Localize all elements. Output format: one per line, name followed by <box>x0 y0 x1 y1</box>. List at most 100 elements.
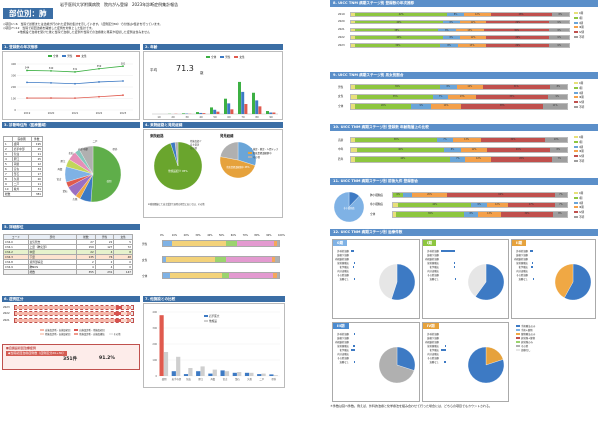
bar-segment: 8% <box>446 13 465 16</box>
footer-note: ＊件数は延べ件数。例えば、外科的治療と化学療法を組み合わせて行った場合には、どち… <box>330 404 493 408</box>
row-label: 内分泌療法 <box>337 353 349 356</box>
bar <box>269 112 273 114</box>
legend-item: II期 <box>574 91 584 97</box>
bar <box>244 372 250 376</box>
legend-text: II期 <box>579 21 584 25</box>
y-tick-label: 100 <box>152 359 157 362</box>
table-row: その他治療 <box>334 273 355 277</box>
bar-segment: 7% <box>551 157 567 162</box>
legend-item: 女性 <box>234 55 245 59</box>
legend: 全体 男性 女性 <box>206 55 245 59</box>
legend-item: I期 <box>574 16 584 22</box>
bar-segment: 7% <box>450 157 466 162</box>
table-row: 鏡視下治療 <box>424 336 447 340</box>
x-tick-label: 県外 <box>272 377 277 381</box>
legend-item: II期 <box>574 21 584 27</box>
bar <box>208 373 213 376</box>
bar <box>202 113 206 114</box>
legend-swatch <box>516 333 520 335</box>
header-note: ◇項目1～6 当院で診断または治療が行われた症例の集計を示しています。（症例区分… <box>3 22 163 26</box>
legend-text: 他施設診断・自施設継続 <box>79 333 105 337</box>
bar-segment: 28% <box>491 157 552 162</box>
pie-slice <box>564 263 592 301</box>
stage-label: I期 <box>423 240 436 246</box>
row-label: 内視鏡的治療 <box>514 258 528 261</box>
stacked-bar: 40% 8% 12% 29% 9% <box>350 19 570 25</box>
legend-swatch <box>574 145 578 148</box>
legend-swatch <box>574 192 578 194</box>
legend-swatch <box>574 136 578 138</box>
legend-swatch <box>574 31 578 34</box>
legend: 岩手医大 他施設 <box>204 314 219 323</box>
bar-cell <box>529 261 534 265</box>
x-tick-label: 50 <box>213 115 217 119</box>
bar-segment <box>351 44 356 47</box>
bar-segment <box>121 318 128 322</box>
stacked-bar: 6% 20% 62% 7% <box>392 192 568 199</box>
pie-slice <box>378 263 398 300</box>
x-tick-label: 70 <box>241 115 245 119</box>
legend-swatch <box>516 329 520 331</box>
table-row: 化学療法 <box>513 265 534 269</box>
axis-tick: 30% <box>195 234 201 237</box>
section-title: 6. 症例区分 <box>2 296 140 302</box>
bar-segment: 38% <box>461 104 544 109</box>
bar-segment <box>15 318 116 322</box>
row-label: 鏡視下治療 <box>337 337 349 340</box>
data-point <box>122 80 124 82</box>
bar <box>196 371 201 376</box>
bar-segment: 9% <box>549 36 569 39</box>
bar <box>529 249 533 252</box>
row-label: 外科的治療 <box>427 250 439 253</box>
row-label: 外科的治療 <box>337 333 349 336</box>
legend-item: 放射線+薬物 <box>516 337 535 341</box>
stage-label: 0期 <box>333 240 348 246</box>
bar-segment: 8% <box>442 20 460 24</box>
row-label: 放射線療法 <box>516 262 528 265</box>
data-point <box>50 81 52 84</box>
bar <box>353 261 355 264</box>
y-tick-label: 0 <box>14 108 16 112</box>
row-label: その他治療 <box>427 357 439 360</box>
bar <box>224 371 230 376</box>
legend-item: 薬物療法のみ <box>516 333 535 337</box>
row-label: 鏡視下治療 <box>427 254 439 257</box>
axis-tick: 0% <box>160 234 164 237</box>
table-row: 治療なし <box>424 360 447 364</box>
table-row: 化学療法 <box>424 265 456 269</box>
bar-cell <box>440 360 447 364</box>
stacked-bar: 38% 8% 13% 30% 9% <box>350 27 570 33</box>
stacked-bar <box>14 305 134 310</box>
bar-segment: 33% <box>476 94 548 99</box>
bar-segment: 8% <box>549 85 567 90</box>
chart-frame: 平均 71.3 歳 全体 男性 女性 10 20 30 40 50 60 70 80 90 <box>143 51 283 120</box>
section-7-compare: 7. 他施設との比較 岩手医大 他施設 0 100 200 300 400 盛岡 岩手中部気… <box>143 296 285 388</box>
section-title: 7. 他施設との比較 <box>143 296 285 302</box>
bar-segment: 29% <box>486 36 550 39</box>
legend-text: 不明 <box>579 35 585 39</box>
stacked-bar: 39% 8% 12% 31% 8% <box>350 84 568 91</box>
row-label: 2020 <box>338 20 345 24</box>
legend-swatch <box>574 21 578 24</box>
bar-cell <box>440 265 456 269</box>
row-label: 若年 <box>338 157 344 161</box>
legend-text: III期 <box>579 26 584 30</box>
data-label: 381 <box>121 62 126 65</box>
bar-segment: 8% <box>440 44 458 47</box>
legend-swatch <box>516 345 520 347</box>
axis-tick: 80% <box>254 234 260 237</box>
x-tick-label: 2020 <box>48 111 55 115</box>
data-label: 344 <box>25 67 30 70</box>
legend-item: その他 <box>108 333 120 336</box>
pie-slice <box>174 141 179 167</box>
row-label: 全体 <box>338 104 344 108</box>
stage-legend: 0期 I期 II期 III期 IV期 不明 <box>574 12 584 41</box>
bar <box>249 372 254 376</box>
bar-segment: 13% <box>448 94 477 99</box>
stage-sex-bars: 男性 39% 8% 12% 31% 8% 女性 35% 7% 13% 33% 9% 全体 26% 9% 14%… <box>338 84 568 114</box>
legend-item: 手術療法のみ <box>516 325 535 329</box>
bar-cell <box>529 265 534 269</box>
bar-segment: 40% <box>355 36 443 39</box>
pie-slice <box>467 263 487 297</box>
table-row: 鏡視下治療 <box>424 253 456 257</box>
